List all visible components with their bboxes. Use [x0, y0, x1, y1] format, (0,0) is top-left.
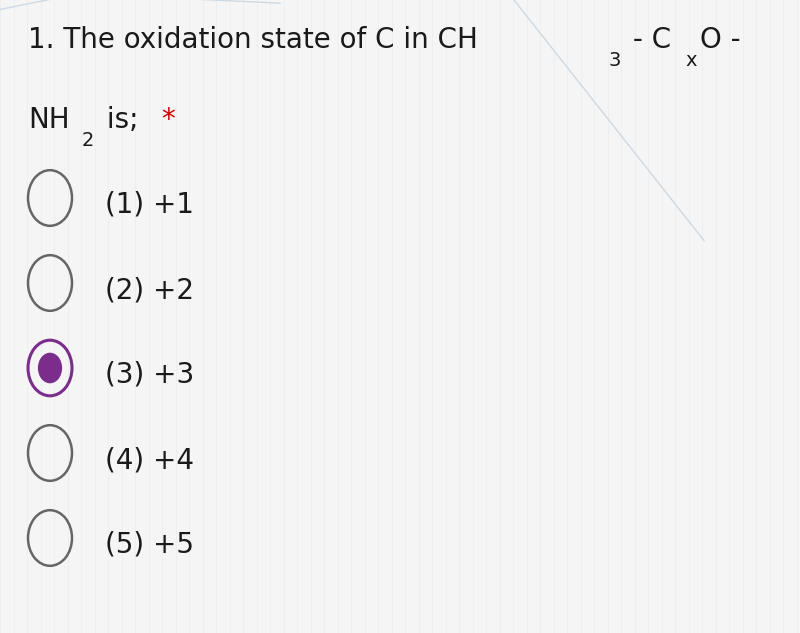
Text: (5) +5: (5) +5 — [105, 531, 194, 559]
Text: (2) +2: (2) +2 — [105, 276, 194, 304]
Text: is;: is; — [98, 106, 147, 134]
Text: x: x — [686, 51, 697, 70]
Text: *: * — [162, 106, 175, 134]
Text: NH: NH — [28, 106, 70, 134]
Text: (1) +1: (1) +1 — [105, 191, 194, 219]
Text: 3: 3 — [609, 51, 621, 70]
Text: 2: 2 — [82, 131, 94, 150]
Text: O -: O - — [700, 26, 741, 54]
Ellipse shape — [38, 353, 62, 384]
Text: 1. The oxidation state of C in CH: 1. The oxidation state of C in CH — [28, 26, 478, 54]
Text: - C: - C — [625, 26, 671, 54]
Text: (3) +3: (3) +3 — [105, 361, 194, 389]
Text: (4) +4: (4) +4 — [105, 446, 194, 474]
